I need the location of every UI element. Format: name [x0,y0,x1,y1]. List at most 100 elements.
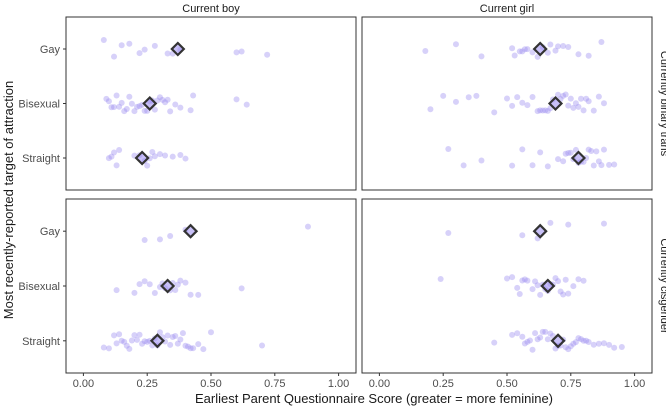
mean-marker [547,95,564,112]
data-point [560,158,567,165]
y-tick-label: Bisexual [18,99,60,111]
data-point [445,230,452,237]
data-point [187,291,194,298]
data-point [565,290,572,297]
data-point [182,342,189,349]
data-point [504,275,510,282]
data-point [133,103,140,110]
data-point [588,147,595,154]
column-strip-label-current-girl: Current girl [480,3,534,15]
data-point [529,162,536,169]
data-point [108,153,115,160]
y-tick-label: Gay [40,44,61,56]
data-point [190,345,197,352]
data-point [565,102,572,109]
data-point [151,289,158,296]
data-point [514,94,521,101]
data-point [116,146,123,153]
data-point [611,161,618,168]
data-point [504,95,510,102]
data-point [131,289,138,296]
data-point [529,346,536,353]
data-point [537,149,544,156]
data-point [544,107,551,114]
data-point [123,342,130,349]
data-point [233,96,240,103]
data-point [141,278,148,285]
data-point [195,291,202,298]
mean-marker [134,150,150,166]
data-point [567,95,574,102]
data-point [113,340,120,347]
data-point [243,101,250,108]
data-point [595,340,602,347]
data-point [172,287,179,294]
data-point [491,339,498,346]
data-point [593,148,600,155]
data-point [516,291,523,298]
data-point [524,277,531,284]
data-point [555,43,562,50]
data-point [509,274,516,281]
data-point [509,102,516,109]
data-point [174,340,181,347]
data-point [149,148,156,155]
data-point [187,345,194,352]
data-point [580,337,587,344]
data-point [547,219,554,226]
data-point [521,46,528,53]
data-point [595,158,602,165]
data-point [560,291,567,298]
mean-marker [170,41,186,57]
data-point [570,104,577,111]
data-point [141,107,148,114]
data-point [452,98,459,105]
x-tick-label: 1.00 [328,378,349,390]
data-point [521,340,528,347]
data-point [141,237,148,244]
data-point [126,40,133,47]
data-point [156,329,163,336]
data-point [164,96,171,103]
data-point [565,44,572,51]
data-point [177,151,184,158]
data-point [156,151,163,158]
data-point [190,92,197,99]
data-point [524,338,531,345]
panel-border [65,16,357,191]
data-point [514,330,521,337]
data-point [600,220,607,227]
data-point [578,336,585,343]
data-point [167,232,174,239]
data-point [552,275,559,282]
data-point [519,48,526,55]
data-point [544,336,551,343]
data-point [524,102,531,109]
data-point [547,41,554,48]
data-point [529,93,536,100]
data-point [542,328,549,335]
data-point [514,284,521,291]
data-point [177,277,184,284]
data-point [526,337,533,344]
data-point [187,107,194,114]
data-point [111,104,118,111]
data-point [131,108,138,115]
data-point [583,337,590,344]
data-point [100,344,107,351]
row-strip-label-currently-cisgender: Currently cisgender [658,238,666,334]
data-point [126,93,133,100]
data-point [585,52,592,59]
data-point [118,99,125,106]
data-point [238,48,245,55]
data-point [509,45,516,52]
data-point [128,337,135,344]
data-point [116,331,123,338]
x-tick-label: 0.75 [264,378,285,390]
data-point [465,94,472,101]
data-point [162,152,169,159]
data-point [141,338,148,345]
x-tick-label: 0.50 [496,378,517,390]
data-point [555,156,562,163]
